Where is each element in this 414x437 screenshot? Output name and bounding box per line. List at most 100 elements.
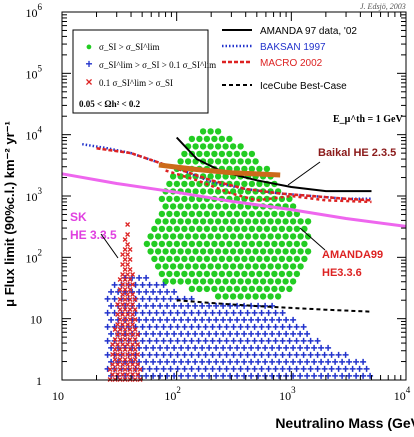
scatter-point	[248, 285, 256, 293]
scatter-point	[184, 263, 192, 270]
scatter-point	[117, 357, 123, 362]
scatter-point	[181, 351, 188, 358]
scatter-point	[167, 365, 174, 372]
scatter-point	[227, 372, 234, 379]
scatter-point	[272, 323, 279, 330]
scatter-point	[181, 180, 188, 188]
scatter-point	[164, 288, 171, 295]
scatter-point	[278, 285, 286, 293]
scatter-point	[283, 316, 290, 323]
scatter-point	[166, 255, 173, 263]
scatter-point	[174, 365, 181, 372]
scatter-point	[167, 323, 174, 330]
scatter-point	[185, 330, 192, 337]
scatter-point	[206, 358, 213, 365]
scatter-point	[192, 316, 199, 323]
scatter-point	[164, 302, 171, 309]
scatter-point	[332, 358, 339, 365]
scatter-point	[132, 317, 138, 322]
scatter-point	[271, 210, 278, 218]
scatter-point	[269, 344, 276, 351]
scatter-point	[267, 233, 274, 240]
scatter-point	[207, 263, 214, 270]
scatter-point	[207, 248, 214, 255]
scatter-point	[125, 232, 131, 237]
scatter-point	[120, 332, 126, 337]
scatter-point	[283, 344, 290, 351]
scatter-point	[332, 372, 339, 379]
scatter-point	[282, 233, 289, 240]
annotation-amanda99-1: AMANDA99	[322, 249, 383, 261]
legend-left-marker-2: ×	[85, 75, 92, 89]
scatter-point	[151, 225, 158, 233]
scatter-point	[169, 203, 177, 210]
scatter-point	[220, 316, 227, 323]
scatter-point	[157, 358, 164, 365]
scatter-point	[120, 322, 126, 327]
scatter-point	[293, 240, 301, 248]
scatter-point	[146, 309, 153, 316]
series-line	[96, 147, 372, 202]
scatter-point	[188, 210, 196, 218]
legend-right: AMANDA 97 data, '02 BAKSAN 1997 MACRO 20…	[222, 26, 357, 92]
scatter-point	[122, 297, 128, 302]
scatter-point	[251, 323, 258, 330]
scatter-point	[346, 372, 353, 379]
scatter-point	[112, 327, 118, 332]
scatter-point	[276, 358, 283, 365]
scatter-point	[135, 362, 141, 367]
scatter-point	[203, 240, 211, 248]
scatter-point	[127, 307, 133, 312]
scatter-point	[158, 270, 166, 278]
scatter-point	[139, 295, 146, 302]
scatter-point	[173, 180, 181, 188]
scatter-point	[117, 287, 123, 292]
scatter-point	[174, 351, 181, 358]
scatter-point	[203, 225, 211, 233]
scatter-point	[233, 240, 241, 248]
scatter-point	[297, 263, 304, 270]
scatter-point	[117, 367, 123, 372]
scatter-point	[282, 278, 289, 285]
scatter-point	[258, 323, 265, 330]
scatter-point	[213, 344, 220, 351]
threshold-note: E_μ^th = 1 GeV	[333, 114, 403, 125]
scatter-point	[267, 263, 274, 270]
series-lines	[61, 136, 407, 313]
scatter-point	[262, 358, 269, 365]
scatter-point	[151, 255, 158, 263]
scatter-point	[207, 218, 214, 225]
scatter-point	[229, 158, 237, 165]
scatter-point	[297, 233, 304, 240]
legend-left-label-0: σ_SI > σ_SI^lim	[99, 42, 160, 52]
scatter-point	[286, 210, 293, 218]
scatter-point	[171, 344, 178, 351]
scatter-point	[230, 323, 237, 330]
scatter-point	[196, 255, 203, 263]
scatter-point	[158, 255, 166, 263]
scatter-point	[112, 337, 118, 342]
scatter-point	[244, 309, 251, 316]
scatter-point	[265, 351, 272, 358]
scatter-point	[318, 372, 325, 379]
scatter-point	[192, 263, 199, 270]
scatter-point	[181, 309, 188, 316]
scatter-point	[166, 270, 173, 278]
scatter-point	[184, 203, 192, 210]
scatter-point	[248, 372, 255, 379]
scatter-point	[293, 351, 300, 358]
scatter-point	[214, 233, 222, 240]
scatter-point	[283, 330, 290, 337]
scatter-point	[171, 316, 178, 323]
scatter-point	[244, 248, 252, 255]
scatter-point	[127, 337, 133, 342]
scatter-point	[237, 337, 244, 344]
scatter-point	[226, 210, 233, 218]
scatter-point	[256, 165, 263, 173]
scatter-point	[162, 263, 169, 270]
scatter-point	[120, 252, 126, 257]
scatter-point	[283, 358, 290, 365]
scatter-point	[244, 365, 251, 372]
scatter-point	[353, 358, 360, 365]
scatter-point	[248, 150, 256, 158]
